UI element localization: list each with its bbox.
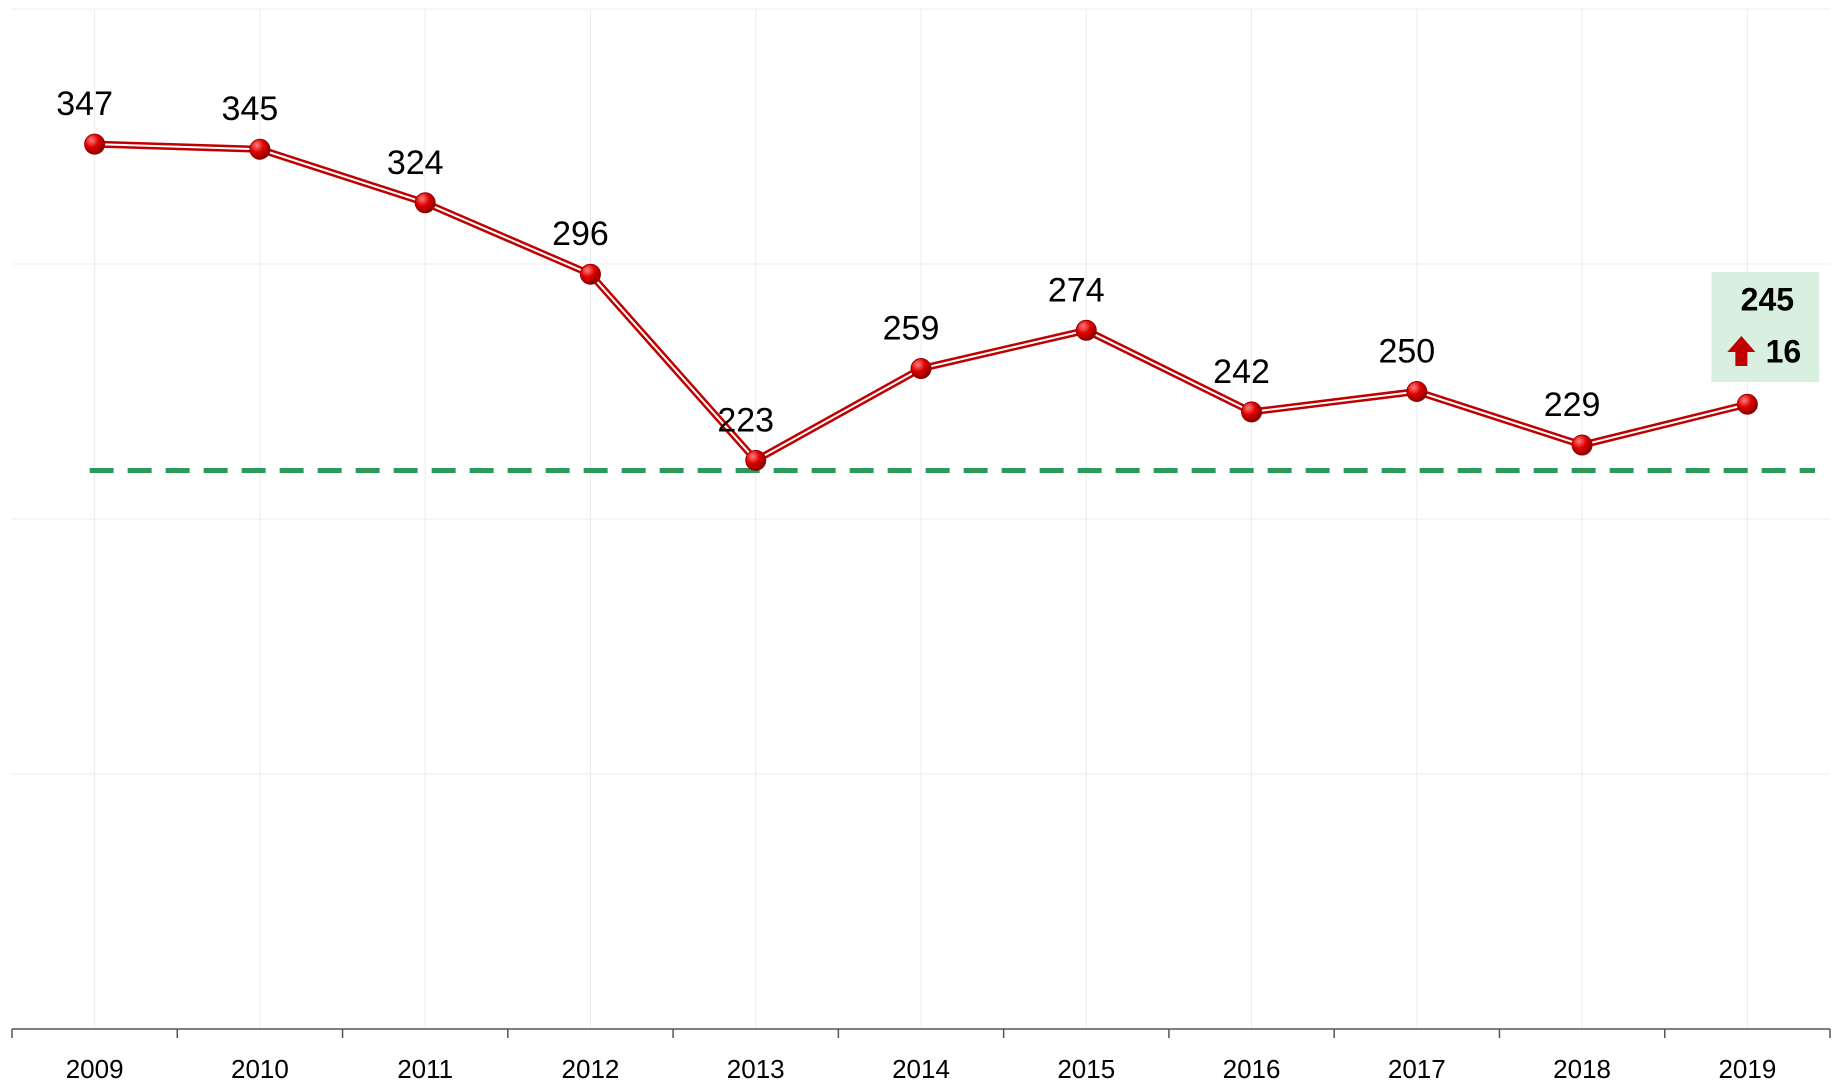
x-tick-label: 2019 [1718, 1054, 1776, 1084]
data-label: 245 [1741, 281, 1794, 317]
data-label: 229 [1544, 386, 1601, 424]
data-label: 242 [1213, 353, 1270, 391]
point [1075, 319, 1097, 341]
x-tick-label: 2018 [1553, 1054, 1611, 1084]
arrow-up [1727, 336, 1756, 366]
data-label: 250 [1378, 332, 1435, 370]
x-tick-label: 2013 [727, 1054, 785, 1084]
point [1241, 401, 1263, 423]
x-tick-label: 2010 [231, 1054, 289, 1084]
data-label: 296 [552, 215, 609, 253]
point [1406, 381, 1428, 402]
point [1736, 393, 1758, 415]
point [579, 263, 601, 285]
point [414, 192, 436, 214]
x-tick-label: 2015 [1057, 1054, 1115, 1084]
data-label: 259 [883, 310, 940, 348]
data-label: 274 [1048, 271, 1105, 309]
x-tick-label: 2014 [892, 1054, 950, 1084]
data-label: 345 [222, 90, 279, 128]
x-tick-label: 2017 [1388, 1054, 1446, 1084]
change-label: 16 [1766, 333, 1802, 369]
x-tick-label: 2012 [562, 1054, 620, 1084]
point [745, 449, 767, 471]
data-label: 223 [717, 401, 774, 439]
point [84, 133, 106, 155]
point [1571, 434, 1593, 456]
data-label: 324 [387, 144, 444, 182]
data-label: 347 [56, 85, 113, 123]
point [910, 358, 932, 380]
x-tick-label: 2011 [397, 1054, 453, 1084]
point [249, 138, 271, 160]
x-tick-label: 2016 [1223, 1054, 1281, 1084]
x-tick-label: 2009 [66, 1054, 124, 1084]
highlight-box [1711, 272, 1820, 382]
